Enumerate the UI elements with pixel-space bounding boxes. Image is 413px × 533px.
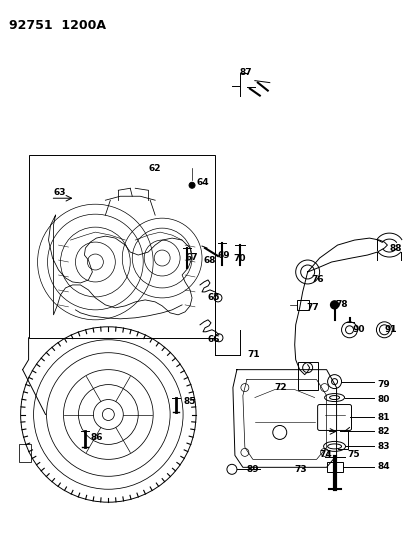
Text: 73: 73 [294, 465, 306, 474]
Text: 72: 72 [274, 383, 287, 392]
Text: 74: 74 [319, 450, 332, 459]
Text: 76: 76 [311, 276, 323, 285]
Bar [28, 156, 214, 338]
Text: 92751  1200A: 92751 1200A [9, 19, 105, 32]
Text: 91: 91 [384, 325, 396, 334]
Text: 80: 80 [377, 395, 389, 404]
Bar [296, 300, 308, 310]
Text: 70: 70 [233, 254, 245, 263]
Text: 88: 88 [389, 244, 401, 253]
Bar [326, 462, 342, 472]
Bar [297, 362, 317, 390]
Text: 63: 63 [53, 188, 66, 197]
Text: 83: 83 [377, 442, 389, 451]
Text: 81: 81 [377, 413, 389, 422]
Text: 75: 75 [347, 450, 359, 459]
Text: 64: 64 [196, 178, 208, 187]
Text: 86: 86 [90, 433, 103, 442]
Circle shape [189, 182, 195, 188]
Text: 71: 71 [247, 350, 260, 359]
Text: 68: 68 [202, 255, 215, 264]
Text: 62: 62 [148, 164, 160, 173]
Text: 77: 77 [306, 303, 319, 312]
Text: 66: 66 [207, 335, 220, 344]
Circle shape [330, 301, 338, 309]
Text: 89: 89 [246, 465, 259, 474]
Text: 69: 69 [217, 251, 230, 260]
Text: 65: 65 [207, 293, 220, 302]
Text: 78: 78 [335, 301, 347, 309]
Text: 84: 84 [377, 462, 389, 471]
Bar [19, 445, 31, 462]
Text: 79: 79 [377, 380, 389, 389]
Text: 85: 85 [183, 397, 195, 406]
Text: 87: 87 [239, 68, 252, 77]
Text: 82: 82 [377, 427, 389, 436]
Text: 67: 67 [185, 253, 197, 262]
Text: 90: 90 [351, 325, 364, 334]
